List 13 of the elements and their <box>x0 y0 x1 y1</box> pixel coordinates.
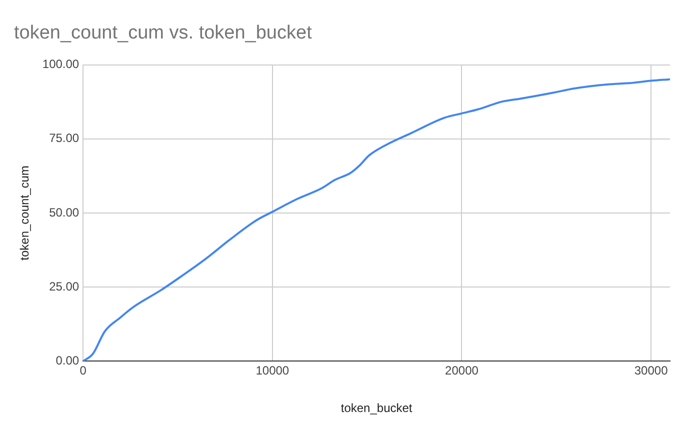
y-tick-label: 0.00 <box>56 354 80 368</box>
chart-title: token_count_cum vs. token_bucket <box>14 22 313 44</box>
x-tick-label: 0 <box>80 364 87 378</box>
line-series <box>83 78 670 362</box>
y-tick-label: 50.00 <box>49 205 80 220</box>
x-tick-label: 30000 <box>634 364 668 378</box>
y-tick-label: 100.00 <box>42 57 80 72</box>
y-tick-label: 25.00 <box>49 279 80 294</box>
x-axis-title: token_bucket <box>340 401 413 416</box>
x-tick-label: 10000 <box>256 364 290 378</box>
y-axis-title: token_count_cum <box>18 166 32 260</box>
x-tick-label: 20000 <box>445 364 479 378</box>
y-tick-label: 75.00 <box>49 131 80 146</box>
